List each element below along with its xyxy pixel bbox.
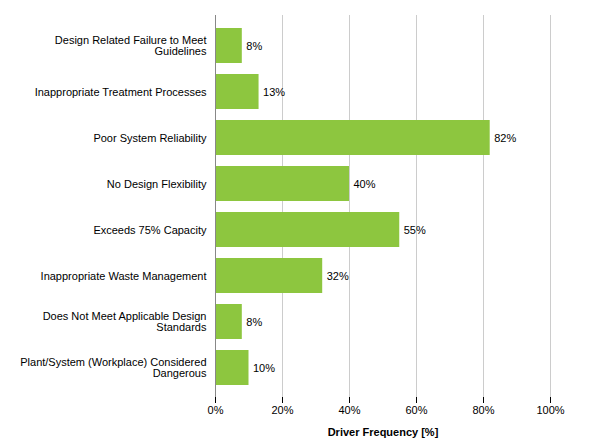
svg-text:40%: 40%	[338, 404, 360, 416]
svg-text:13%: 13%	[263, 86, 285, 98]
svg-text:100%: 100%	[536, 404, 564, 416]
svg-text:60%: 60%	[405, 404, 427, 416]
svg-text:20%: 20%	[271, 404, 293, 416]
svg-text:82%: 82%	[494, 132, 516, 144]
svg-text:Inappropriate Treatment Proces: Inappropriate Treatment Processes	[35, 86, 207, 98]
svg-text:Poor System Reliability: Poor System Reliability	[93, 132, 207, 144]
svg-text:10%: 10%	[253, 362, 275, 374]
svg-text:Driver Frequency [%]: Driver Frequency [%]	[328, 426, 439, 438]
svg-text:8%: 8%	[246, 40, 262, 52]
svg-text:Does Not Meet Applicable Desig: Does Not Meet Applicable DesignStandards	[43, 310, 207, 333]
svg-text:8%: 8%	[246, 316, 262, 328]
svg-text:0%: 0%	[208, 404, 224, 416]
svg-text:Inappropriate Waste Management: Inappropriate Waste Management	[41, 270, 207, 282]
svg-text:Design Related Failure to Meet: Design Related Failure to MeetGuidelines	[55, 34, 207, 57]
svg-text:No Design Flexibility: No Design Flexibility	[107, 178, 207, 190]
svg-text:Exceeds 75% Capacity: Exceeds 75% Capacity	[93, 224, 207, 236]
svg-text:40%: 40%	[354, 178, 376, 190]
svg-text:55%: 55%	[404, 224, 426, 236]
svg-text:Plant/System (Workplace) Consi: Plant/System (Workplace) ConsideredDange…	[20, 356, 207, 379]
svg-text:32%: 32%	[327, 270, 349, 282]
svg-text:80%: 80%	[472, 404, 494, 416]
